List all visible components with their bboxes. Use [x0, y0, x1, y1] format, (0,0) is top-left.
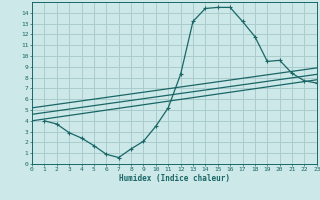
X-axis label: Humidex (Indice chaleur): Humidex (Indice chaleur) — [119, 174, 230, 183]
